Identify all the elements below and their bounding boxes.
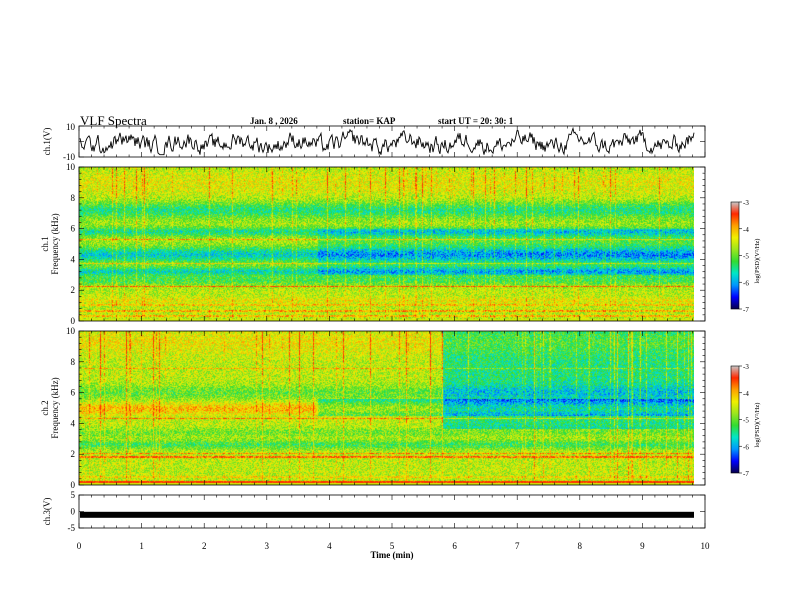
- time-tick-label: 9: [640, 541, 645, 551]
- ch2-spectrogram-image: [79, 331, 694, 485]
- ch2-spectrogram-ytick-label: 6: [71, 388, 76, 398]
- time-tick-label: 1: [139, 541, 144, 551]
- ch2-colorbar-tick-label: -5: [743, 417, 749, 425]
- time-tick-label: 2: [202, 541, 207, 551]
- ch1-spectrogram-ytick-label: 4: [71, 254, 76, 264]
- ch1-spectrogram-ylabel-channel: ch.1: [40, 236, 50, 251]
- time-axis-label: Time (min): [370, 550, 413, 560]
- ch2-colorbar-tick-label: -3: [743, 363, 749, 371]
- ch2-spectrogram-ylabel-channel: ch.2: [40, 400, 50, 415]
- ch2-spectrogram-ytick-label: 0: [71, 480, 76, 490]
- time-tick-label: 4: [327, 541, 332, 551]
- ch1-spectrogram-ytick-label: 2: [71, 285, 76, 295]
- ch1-spectrogram-ytick-label: 0: [71, 316, 76, 326]
- ch1-spectrogram-ytick-label: 10: [66, 162, 76, 172]
- ch2-colorbar-tick-label: -7: [743, 470, 749, 478]
- ch2-spectrogram-ytick-label: 4: [71, 418, 76, 428]
- ch2-colorbar-tick-label: -6: [743, 443, 749, 451]
- time-tick-label: 3: [265, 541, 270, 551]
- ch3-waveform-ytick-label: -5: [68, 523, 76, 533]
- ch2-colorbar-label: log(PSD)(V²/Hz): [754, 403, 761, 448]
- ch2-spectrogram-raster: [79, 331, 694, 485]
- ch1-waveform-ytick-label: -10: [63, 152, 75, 162]
- ch1-spectrogram-raster: [79, 167, 694, 321]
- ch1-waveform-ylabel: ch.1(V): [42, 128, 52, 156]
- ch1-colorbar-gradient-bar: [730, 201, 740, 310]
- chart-title: VLF Spectra: [80, 113, 147, 128]
- time-tick-label: 5: [390, 541, 395, 551]
- ch1-colorbar-tick-label: -6: [743, 279, 749, 287]
- ch1-waveform-ytick-label: 10: [66, 122, 76, 132]
- time-tick-label: 8: [578, 541, 583, 551]
- ch2-colorbar-tick-label: -4: [743, 390, 749, 398]
- ch3-waveform-ylabel: ch.3(V): [42, 498, 52, 526]
- ch2-spectrogram-ytick-label: 8: [71, 357, 76, 367]
- ch3-waveform-bar: [80, 511, 694, 518]
- ch1-spectrogram-image: [79, 167, 694, 321]
- ch3-waveform-ytick-label: 5: [71, 490, 76, 500]
- ch1-colorbar: -3 -4 -5 -6 -7 log(PSD)(V²/Hz): [730, 199, 761, 314]
- ch1-spectrogram-ytick-label: 8: [71, 193, 76, 203]
- ch1-colorbar-tick-label: -7: [743, 306, 749, 314]
- ch2-spectrogram-ytick-label: 2: [71, 449, 76, 459]
- ch1-colorbar-label: log(PSD)(V²/Hz): [754, 239, 761, 284]
- ch2-colorbar: -3 -4 -5 -6 -7 log(PSD)(V²/Hz): [730, 363, 761, 478]
- ch2-spectrogram-ylabel-frequency: Frequency (kHz): [50, 377, 60, 438]
- axis-ticks: [78, 125, 706, 529]
- time-tick-label: 6: [452, 541, 457, 551]
- ch2-colorbar-gradient-bar: [730, 365, 740, 474]
- time-tick-label: 10: [701, 541, 711, 551]
- ch2-spectrogram-ytick-label: 10: [66, 326, 76, 336]
- ch1-spectrogram-ytick-label: 6: [71, 224, 76, 234]
- ch1-colorbar-tick-label: -4: [743, 226, 749, 234]
- header-station: station= KAP: [343, 116, 396, 126]
- time-tick-label: 7: [515, 541, 520, 551]
- ch1-colorbar-tick-label: -5: [743, 253, 749, 261]
- header-date: Jan. 8 , 2026: [250, 116, 298, 126]
- header-start-ut: start UT = 20: 30: 1: [438, 116, 514, 126]
- ch3-waveform-ytick-label: 0: [71, 507, 76, 517]
- time-tick-label: 0: [77, 541, 82, 551]
- ch1-spectrogram-ylabel-frequency: Frequency (kHz): [50, 213, 60, 274]
- ch1-waveform-line: [79, 126, 695, 156]
- ch1-colorbar-tick-label: -3: [743, 199, 749, 207]
